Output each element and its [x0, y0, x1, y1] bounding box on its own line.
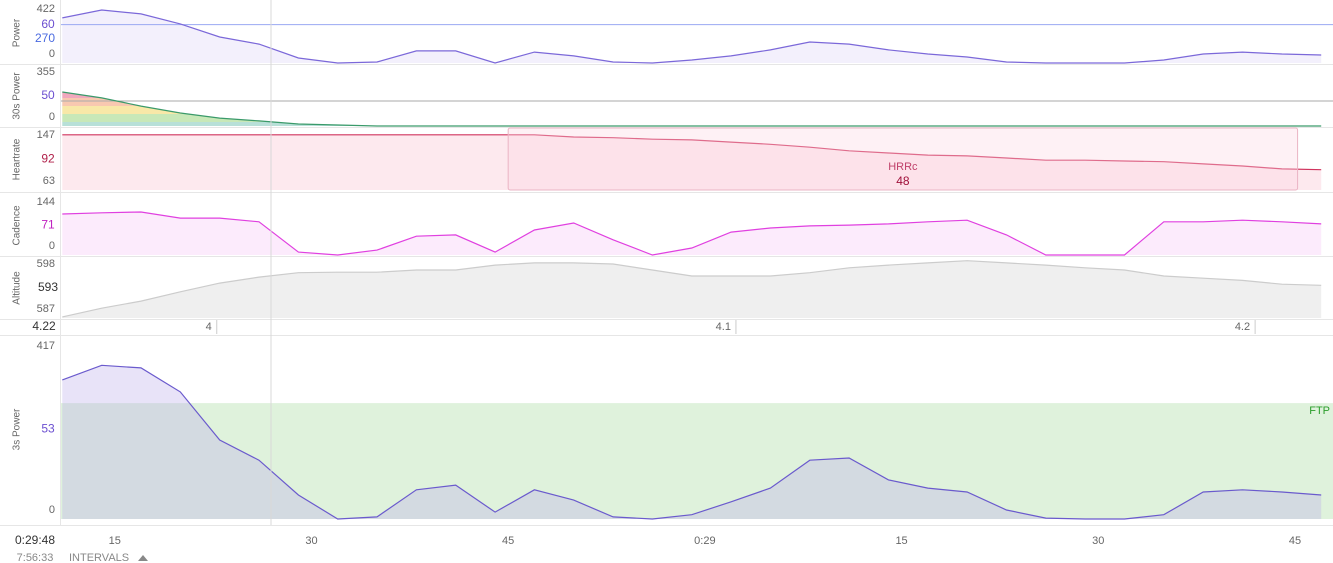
current-value: 92: [41, 152, 55, 166]
area-fill: [62, 212, 1322, 255]
y-tick-label: 63: [43, 175, 55, 187]
x-tick-label: 0:29: [694, 535, 715, 547]
y-tick-label: 0: [49, 240, 55, 252]
distance-tick-label: 4.1: [716, 321, 731, 333]
y-tick-label: 0: [49, 504, 55, 516]
y-tick-label: 0: [49, 48, 55, 60]
cursor-time: 0:29:48: [15, 533, 55, 547]
zone-band: [62, 98, 1322, 106]
area-fill: [62, 10, 1322, 63]
y-axis-title: Cadence: [12, 205, 23, 245]
x-tick-label: 15: [895, 535, 907, 547]
y-tick-label: 417: [37, 340, 55, 352]
x-tick-label: 15: [109, 535, 121, 547]
y-axis-title: Heartrate: [12, 138, 23, 180]
y-tick-label: 355: [37, 66, 55, 78]
x-tick-label: 30: [305, 535, 317, 547]
current-value: 71: [41, 218, 55, 232]
y-axis-title: Power: [12, 18, 23, 47]
current-value: 53: [41, 422, 55, 436]
hrrc-value: 48: [896, 174, 910, 188]
current-value: 593: [38, 280, 58, 294]
y-tick-label: 0: [49, 111, 55, 123]
zone-band: [62, 106, 1322, 114]
hrrc-label: HRRc: [888, 161, 918, 173]
x-tick-label: 45: [502, 535, 514, 547]
y-axis-title: 3s Power: [12, 408, 23, 450]
threshold-label: 270: [35, 31, 55, 45]
y-tick-label: 422: [37, 3, 55, 15]
area-fill: [62, 134, 1322, 190]
series-line: [62, 364, 1322, 520]
current-value: 60: [41, 17, 55, 31]
y-tick-label: 598: [37, 258, 55, 270]
y-axis-title: Altitude: [12, 271, 23, 305]
distance-tick-label: 4.2: [1235, 321, 1250, 333]
y-tick-label: 144: [37, 196, 55, 208]
y-axis-title: 30s Power: [12, 72, 23, 120]
hrrc-box: [507, 127, 1299, 191]
current-value: 50: [41, 88, 55, 102]
series-line: [62, 260, 1322, 318]
series-line: [62, 211, 1322, 256]
intervals-button[interactable]: INTERVALS: [69, 552, 129, 563]
distance-current: 4.22: [32, 319, 56, 333]
area-fill: [62, 260, 1322, 318]
series-line: [62, 134, 1322, 171]
zone-band: [62, 92, 1322, 98]
distance-tick-label: 4: [206, 321, 212, 333]
ftp-band: [61, 403, 1333, 519]
ftp-label: FTP: [1309, 405, 1330, 417]
y-tick-label: 147: [37, 129, 55, 141]
x-tick-label: 45: [1289, 535, 1301, 547]
series-line: [62, 9, 1322, 64]
series-line: [62, 91, 1322, 127]
expand-icon[interactable]: [138, 555, 148, 561]
area-fill: [62, 365, 1322, 519]
x-tick-label: 30: [1092, 535, 1104, 547]
y-tick-label: 587: [37, 303, 55, 315]
duration: 7:56:33: [17, 552, 54, 563]
